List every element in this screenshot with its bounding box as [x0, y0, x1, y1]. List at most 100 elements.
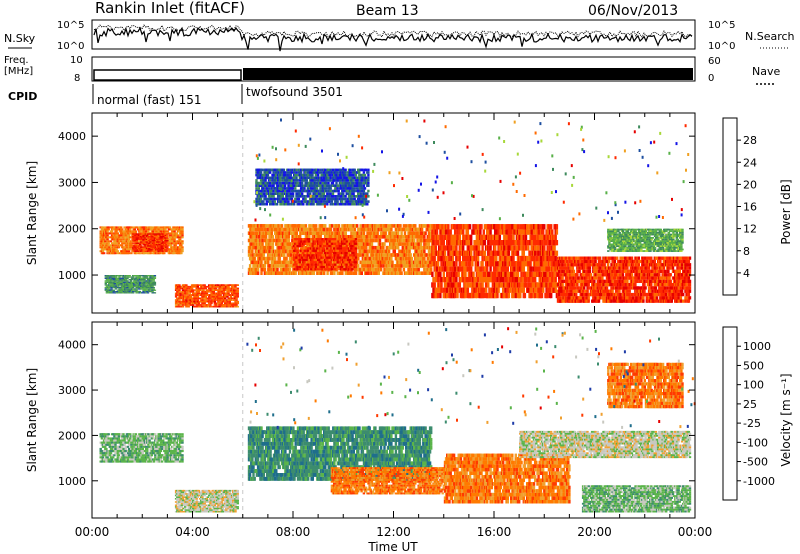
power-echo-cell	[371, 245, 375, 250]
power-echo-cell	[122, 281, 126, 283]
power-echo-cell	[481, 282, 484, 288]
power-echo-cell	[186, 294, 189, 296]
power-echo-cell	[152, 241, 155, 243]
power-echo-cell	[130, 246, 133, 249]
power-echo-cell	[261, 224, 264, 228]
power-echo-cell	[185, 289, 188, 291]
power-echo-cell	[497, 245, 500, 251]
power-echo-cell	[181, 240, 184, 243]
power-echo-cell	[138, 281, 142, 283]
power-echo-cell	[350, 271, 353, 275]
power-echo-cell	[434, 245, 437, 251]
power-echo-cell	[401, 242, 404, 246]
power-echo-cell	[153, 276, 157, 278]
power-echo-cell	[264, 235, 268, 239]
power-echo-cell	[181, 230, 184, 233]
power-echo-cell	[351, 224, 354, 228]
power-echo-cell	[289, 253, 293, 257]
power-echo-cell	[140, 275, 143, 277]
power-echo-cell	[462, 245, 465, 251]
power-echo-cell	[415, 267, 418, 272]
power-echo-cell	[173, 240, 176, 243]
power-echo-cell	[197, 290, 201, 293]
power-echo-cell	[150, 228, 153, 231]
power-echo-cell	[280, 271, 284, 275]
power-echo-cell	[160, 240, 163, 242]
power-echo-cell	[496, 277, 499, 283]
power-echo-cell	[147, 238, 150, 240]
power-echo-cell	[130, 242, 133, 245]
power-echo-cell	[270, 249, 273, 254]
power-echo-cell	[370, 242, 374, 246]
power-echo-cell	[120, 238, 123, 241]
power-echo-cell	[354, 271, 358, 275]
power-echo-cell	[482, 229, 485, 235]
power-echo-cell	[418, 271, 422, 275]
power-echo-cell	[137, 286, 141, 289]
power-echo-cell	[110, 279, 113, 281]
power-echo-cell	[193, 305, 196, 308]
power-echo-cell	[471, 261, 474, 267]
nave-tick-top: 60	[708, 56, 721, 67]
power-echo-cell	[321, 256, 324, 259]
power-echo-cell	[154, 250, 158, 252]
power-echo-cell	[455, 277, 458, 283]
power-echo-cell	[291, 249, 294, 254]
power-echo-cell	[352, 251, 355, 255]
power-echo-cell	[124, 290, 127, 293]
power-echo-cell	[418, 249, 422, 254]
power-echo-cell	[334, 238, 337, 241]
power-echo-cell	[495, 250, 498, 256]
power-echo-cell	[354, 258, 358, 262]
power-echo-cell	[434, 277, 437, 283]
power-echo-cell	[475, 292, 479, 299]
power-echo-cell	[292, 231, 295, 235]
power-echo-cell	[463, 255, 466, 262]
power-echo-cell	[159, 245, 162, 247]
power-echo-cell	[145, 290, 149, 293]
power-echo-cell	[253, 235, 256, 239]
power-echo-cell	[104, 242, 107, 245]
power-echo-cell	[441, 234, 444, 240]
power-echo-cell	[345, 263, 348, 266]
power-echo-cell	[166, 233, 169, 235]
power-echo-cell	[301, 244, 304, 248]
power-echo-cell	[454, 292, 457, 299]
power-echo-cell	[379, 224, 383, 228]
power-echo-cell	[236, 290, 239, 293]
power-echo-cell	[449, 229, 452, 235]
power-echo-cell	[473, 245, 476, 251]
power-echo-cell	[177, 292, 180, 295]
power-echo-cell	[137, 245, 141, 247]
power-echo-cell	[291, 238, 294, 243]
power-echo-cell	[107, 250, 110, 253]
power-echo-cell	[419, 245, 423, 250]
power-echo-cell	[261, 253, 264, 257]
power-echo-cell	[391, 260, 394, 265]
power-echo-cell	[127, 252, 131, 255]
power-echo-cell	[312, 240, 315, 243]
power-echo-cell	[378, 227, 382, 232]
power-echo-cell	[147, 236, 150, 238]
power-echo-cell	[114, 246, 117, 249]
power-echo-cell	[197, 292, 201, 295]
power-echo-cell	[424, 260, 427, 265]
power-echo-cell	[142, 246, 145, 248]
power-echo-cell	[449, 250, 452, 256]
power-echo-cell	[364, 249, 367, 254]
power-echo-cell	[487, 277, 490, 283]
power-echo-cell	[450, 240, 453, 246]
power-echo-cell	[112, 279, 115, 281]
power-echo-cell	[320, 242, 323, 245]
power-echo-cell	[268, 256, 271, 261]
power-echo-cell	[218, 302, 221, 305]
freq-label: Freq.	[4, 55, 29, 66]
power-echo-cell	[378, 242, 382, 246]
power-echo-cell	[203, 284, 206, 286]
power-echo-cell	[248, 231, 252, 235]
power-echo-cell	[190, 287, 194, 290]
power-echo-cell	[112, 285, 115, 287]
power-echo-cell	[118, 276, 121, 278]
power-echo-cell	[109, 289, 112, 291]
